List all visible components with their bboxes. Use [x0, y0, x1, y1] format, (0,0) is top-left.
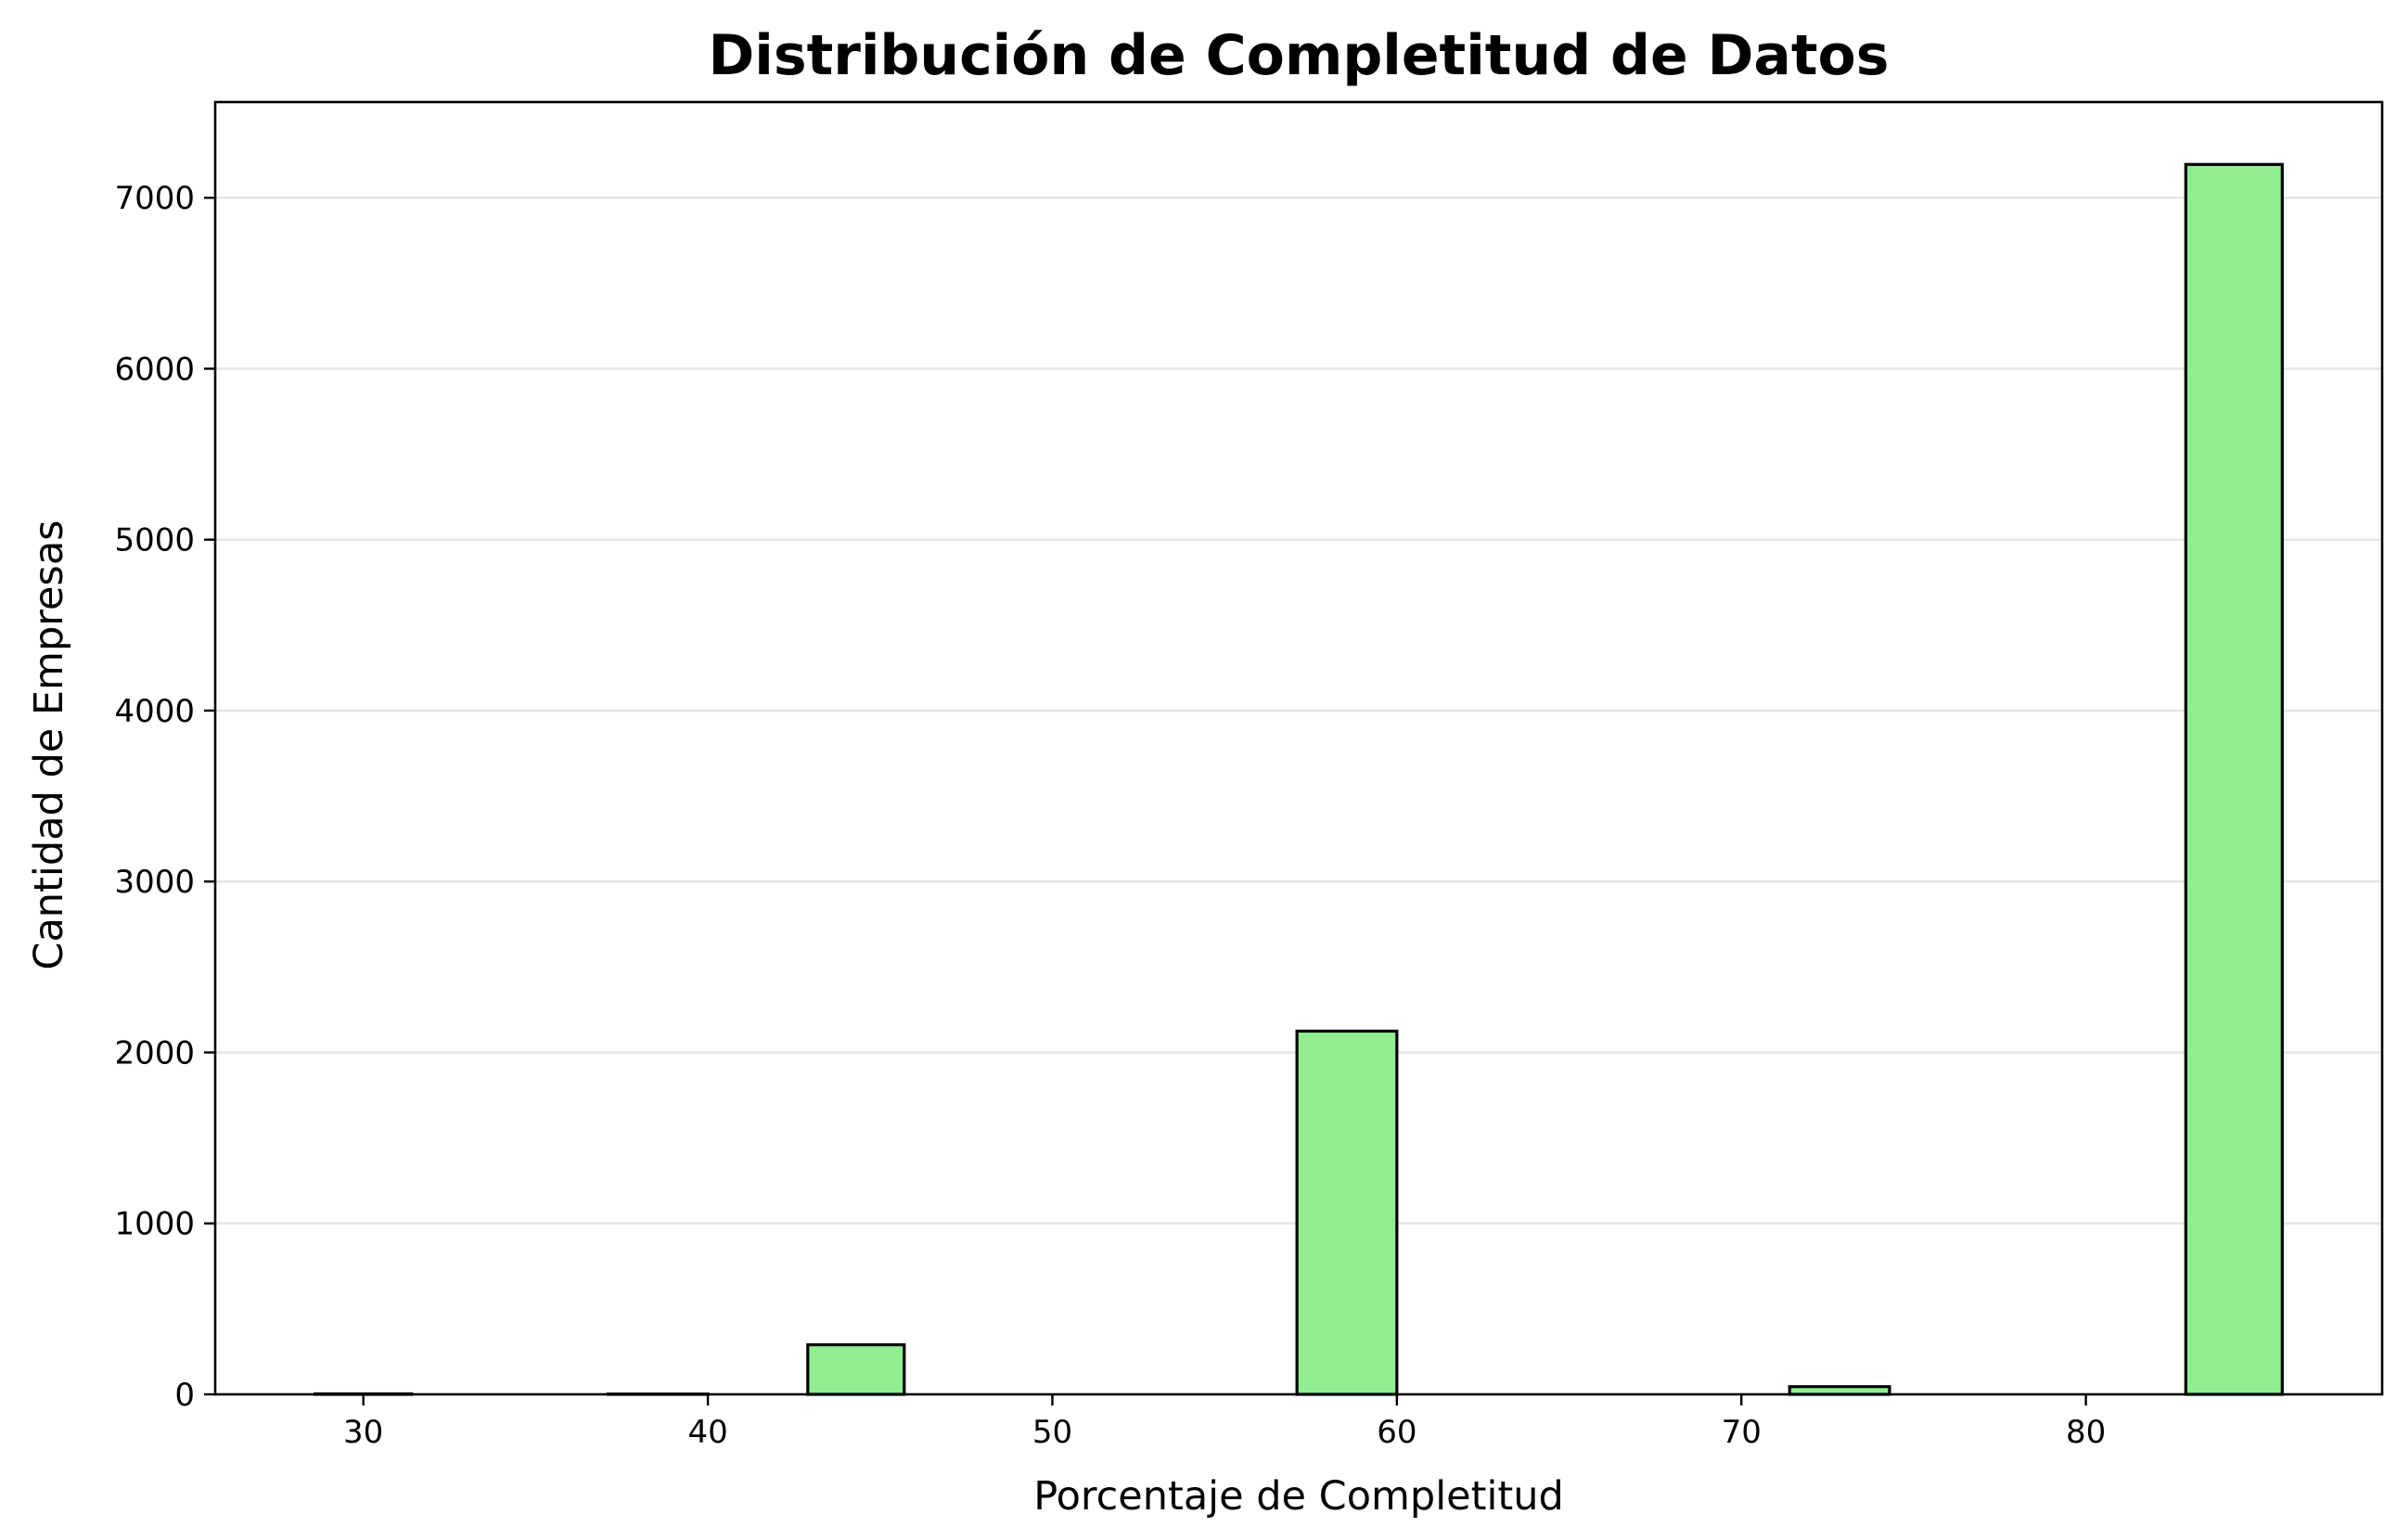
x-tick-label: 30	[343, 1414, 383, 1451]
histogram-bar	[1295, 1029, 1399, 1396]
y-tick-label: 6000	[114, 351, 195, 388]
y-tick-label: 1000	[114, 1206, 195, 1243]
histogram-bar	[2184, 162, 2284, 1396]
y-tick-label: 3000	[114, 864, 195, 901]
y-axis-label: Cantidad de Empresas	[26, 520, 72, 969]
y-tick-label: 0	[174, 1377, 195, 1414]
x-tick-label: 60	[1377, 1414, 1416, 1451]
x-tick-label: 40	[687, 1414, 727, 1451]
y-tick-label: 2000	[114, 1034, 195, 1072]
x-axis-ticks: 30 40 50 60 70 80	[343, 1394, 2106, 1451]
y-tick-label: 5000	[114, 522, 195, 559]
x-tick-label: 70	[1722, 1414, 1762, 1451]
plot-frame	[213, 100, 2384, 1396]
x-axis-label: Porcentaje de Completitud	[1033, 1473, 1564, 1520]
y-axis-ticks: 0 1000 2000 3000 4000 5000 6000 7000	[114, 180, 215, 1414]
histogram-bar	[806, 1342, 906, 1396]
x-tick-label: 80	[2066, 1414, 2106, 1451]
x-tick-label: 50	[1032, 1414, 1072, 1451]
chart-title: Distribución de Completitud de Datos	[709, 23, 1890, 88]
y-tick-label: 4000	[114, 693, 195, 730]
gridlines	[215, 196, 2382, 1225]
bars	[314, 162, 2284, 1396]
y-tick-label: 7000	[114, 180, 195, 217]
